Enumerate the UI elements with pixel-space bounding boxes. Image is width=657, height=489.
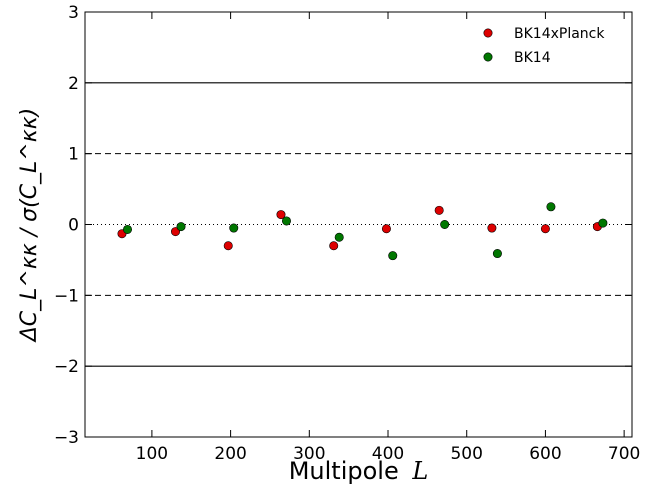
y-tick-label: −2 <box>54 357 79 377</box>
data-point <box>440 220 450 230</box>
data-point <box>334 232 344 242</box>
x-tick-label: 500 <box>450 444 482 464</box>
y-tick-label: 2 <box>68 74 79 94</box>
data-point <box>381 224 391 234</box>
legend-label: BK14 <box>514 50 551 66</box>
series-bk14xplanck <box>117 205 602 251</box>
y-axis-title: ΔC_L^κκ / σ(C_L^κκ) <box>17 108 42 344</box>
series-bk14 <box>123 202 608 261</box>
data-point <box>281 216 291 226</box>
x-axis-label-word: Multipole <box>289 457 399 485</box>
x-axis-label-symbol: L <box>411 457 428 485</box>
x-tick-label: 300 <box>293 444 325 464</box>
x-axis-title: Multipole L <box>289 457 429 485</box>
data-point <box>388 251 398 261</box>
x-axis-label: Multipole L <box>289 457 429 485</box>
axis-ticks: 100 200 300 400 500 600 700 −3 −2 −1 0 1 2 3 <box>54 3 640 464</box>
legend-marker <box>483 52 493 62</box>
legend-marker <box>483 28 493 38</box>
x-tick-label: 600 <box>529 444 561 464</box>
y-axis-label: ΔC_L^κκ / σ(C_L^κκ) <box>17 108 42 344</box>
y-tick-label: −1 <box>54 286 79 306</box>
data-point <box>546 202 556 212</box>
data-point <box>598 218 608 228</box>
legend: BK14xPlanck BK14 <box>483 26 605 66</box>
data-points <box>117 202 608 261</box>
y-tick-label: −3 <box>54 428 79 448</box>
data-point <box>540 224 550 234</box>
x-tick-label: 100 <box>136 444 168 464</box>
x-tick-label: 700 <box>608 444 640 464</box>
y-tick-label: 3 <box>68 3 79 23</box>
data-point <box>229 223 239 233</box>
data-point <box>223 241 233 251</box>
x-tick-label: 200 <box>214 444 246 464</box>
data-point <box>329 241 339 251</box>
data-point <box>276 210 286 220</box>
y-tick-label: 0 <box>68 216 79 236</box>
legend-label: BK14xPlanck <box>514 26 605 42</box>
data-point <box>434 205 444 215</box>
x-tick-label: 400 <box>372 444 404 464</box>
data-point <box>123 224 133 234</box>
data-point <box>487 223 497 233</box>
y-tick-label: 1 <box>68 145 79 165</box>
data-point <box>492 249 502 259</box>
data-point <box>176 222 186 232</box>
reference-lines <box>85 82 632 367</box>
